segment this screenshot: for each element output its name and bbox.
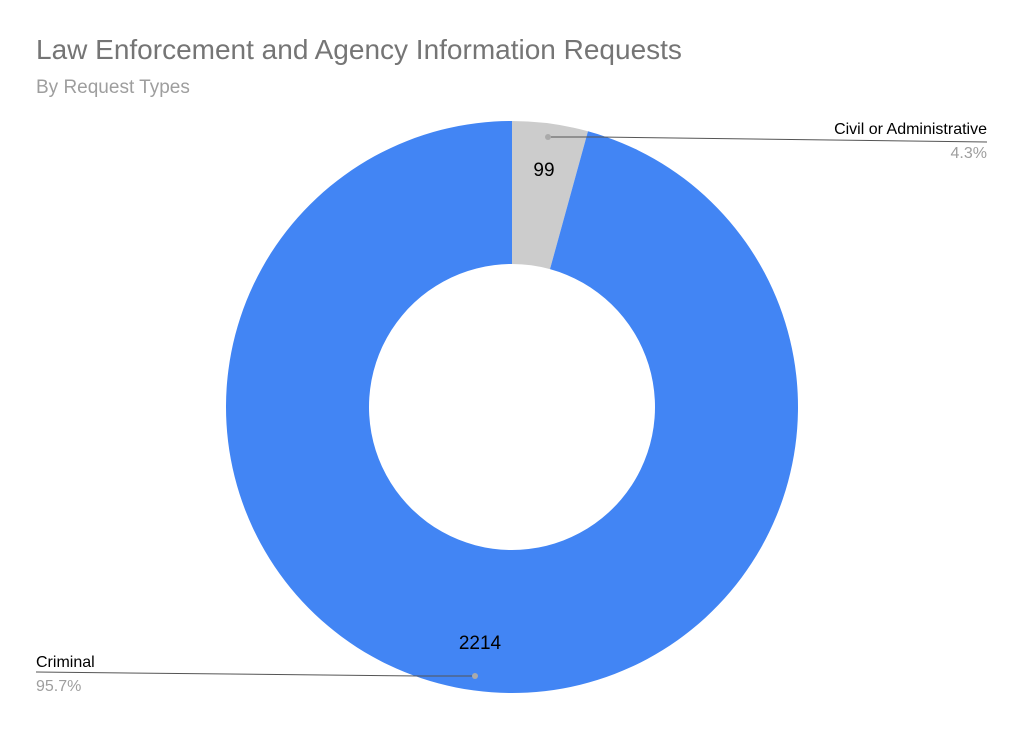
leader-lines xyxy=(35,134,988,679)
legend-percent-civil: 4.3% xyxy=(951,145,987,162)
chart-title: Law Enforcement and Agency Information R… xyxy=(36,34,682,65)
slice-criminal xyxy=(225,121,799,693)
leader-line-civil-dot xyxy=(545,134,551,140)
leader-line-civil xyxy=(548,136,988,143)
leader-line-criminal-dot xyxy=(472,673,478,679)
slices xyxy=(225,121,799,693)
legend-name-criminal: Criminal xyxy=(36,654,95,671)
legend-percent-criminal: 95.7% xyxy=(36,678,81,695)
slice-value-label-civil: 99 xyxy=(533,160,554,181)
chart-subtitle: By Request Types xyxy=(36,77,190,98)
slice-value-label-criminal: 2214 xyxy=(459,633,502,654)
legend-name-civil: Civil or Administrative xyxy=(834,121,987,138)
slice-civil-or-administrative xyxy=(512,121,588,270)
leader-line-criminal xyxy=(35,671,475,677)
